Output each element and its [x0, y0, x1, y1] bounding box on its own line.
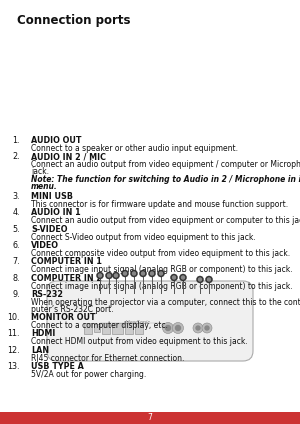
- Bar: [135, 323, 143, 334]
- Text: 8.: 8.: [13, 273, 20, 282]
- Circle shape: [208, 278, 211, 281]
- Circle shape: [97, 272, 104, 279]
- Text: Note: The function for switching to Audio in 2 / Microphone in is in OSD: Note: The function for switching to Audi…: [31, 176, 300, 184]
- Circle shape: [115, 274, 118, 277]
- Text: AUDIO OUT: AUDIO OUT: [31, 136, 82, 145]
- Text: This connector is for firmware update and mouse function support.: This connector is for firmware update an…: [31, 200, 288, 209]
- Text: RS-232: RS-232: [31, 290, 63, 299]
- Circle shape: [122, 270, 128, 277]
- Circle shape: [142, 272, 145, 275]
- Text: 7: 7: [148, 413, 152, 422]
- Text: puter’s RS-232C port.: puter’s RS-232C port.: [31, 304, 114, 314]
- Circle shape: [202, 323, 212, 333]
- Text: When operating the projector via a computer, connect this to the controlling com: When operating the projector via a compu…: [31, 298, 300, 307]
- Text: RJ45 connector for Ethernet connection.: RJ45 connector for Ethernet connection.: [31, 354, 184, 363]
- Text: jack.: jack.: [31, 167, 49, 176]
- Circle shape: [196, 276, 203, 283]
- Text: Connect to a speaker or other audio input equipment.: Connect to a speaker or other audio inpu…: [31, 144, 238, 153]
- Text: 12.: 12.: [8, 346, 20, 354]
- Text: USB TYPE A: USB TYPE A: [31, 362, 84, 371]
- Circle shape: [124, 272, 127, 275]
- Bar: [125, 323, 133, 334]
- Text: Connect HDMI output from video equipment to this jack.: Connect HDMI output from video equipment…: [31, 337, 248, 346]
- Circle shape: [98, 274, 101, 277]
- Text: 1.: 1.: [13, 136, 20, 145]
- Text: Connect composite video output from video equipment to this jack.: Connect composite video output from vide…: [31, 249, 290, 258]
- Bar: [102, 323, 110, 334]
- Text: Connect image input signal (analog RGB or component) to this jack.: Connect image input signal (analog RGB o…: [31, 282, 292, 290]
- Text: Connect to a computer display, etc.: Connect to a computer display, etc.: [31, 321, 168, 330]
- Text: 4.: 4.: [13, 208, 20, 218]
- Text: S-VIDEO: S-VIDEO: [31, 225, 68, 234]
- Circle shape: [172, 276, 176, 279]
- Circle shape: [193, 323, 203, 333]
- Text: 3.: 3.: [13, 192, 20, 201]
- Circle shape: [107, 274, 110, 277]
- Circle shape: [179, 274, 187, 281]
- Text: 9.: 9.: [12, 290, 20, 299]
- Text: Connect S-Video output from video equipment to this jack.: Connect S-Video output from video equipm…: [31, 233, 256, 242]
- Text: LAN: LAN: [31, 346, 49, 354]
- Circle shape: [158, 270, 164, 277]
- Circle shape: [206, 276, 212, 283]
- Circle shape: [163, 323, 173, 334]
- Text: 7.: 7.: [12, 257, 20, 266]
- Text: Connection ports: Connection ports: [17, 14, 130, 27]
- Text: Connect an audio output from video equipment or computer to this jack.: Connect an audio output from video equip…: [31, 216, 300, 225]
- Bar: [0, 412, 300, 424]
- Circle shape: [133, 272, 136, 275]
- Circle shape: [106, 272, 112, 279]
- Circle shape: [199, 278, 202, 281]
- Text: 6.: 6.: [13, 241, 20, 250]
- Text: menu.: menu.: [31, 182, 58, 191]
- Text: 2.: 2.: [12, 152, 20, 161]
- Circle shape: [112, 272, 119, 279]
- Text: VIDEO: VIDEO: [31, 241, 59, 250]
- Circle shape: [166, 326, 170, 330]
- Text: 10.: 10.: [8, 313, 20, 322]
- Bar: [84, 323, 92, 334]
- Text: Connect an audio output from video equipment / computer or Microphone to this: Connect an audio output from video equip…: [31, 160, 300, 169]
- Circle shape: [205, 326, 209, 330]
- Circle shape: [148, 270, 155, 277]
- Circle shape: [160, 272, 163, 275]
- Circle shape: [130, 270, 137, 277]
- Text: COMPUTER IN 1: COMPUTER IN 1: [31, 257, 102, 266]
- Circle shape: [182, 276, 184, 279]
- Circle shape: [176, 326, 181, 330]
- FancyBboxPatch shape: [47, 281, 253, 361]
- Bar: [112, 323, 123, 334]
- Text: 11.: 11.: [8, 329, 20, 338]
- Text: Connect image input signal (analog RGB or component) to this jack.: Connect image input signal (analog RGB o…: [31, 265, 292, 274]
- Text: 5.: 5.: [12, 225, 20, 234]
- Circle shape: [172, 323, 184, 334]
- Text: ViewSonic: ViewSonic: [125, 321, 151, 326]
- Bar: [94, 324, 100, 332]
- Circle shape: [170, 274, 178, 281]
- Text: MINI USB: MINI USB: [31, 192, 73, 201]
- Text: HDMI: HDMI: [31, 329, 56, 338]
- Text: AUDIO IN 2 / MIC: AUDIO IN 2 / MIC: [31, 152, 106, 161]
- Text: 5V/2A out for power charging.: 5V/2A out for power charging.: [31, 370, 146, 379]
- Text: 13.: 13.: [8, 362, 20, 371]
- Circle shape: [151, 272, 154, 275]
- Circle shape: [196, 326, 200, 330]
- Text: COMPUTER IN 2: COMPUTER IN 2: [31, 273, 102, 282]
- Text: MONITOR OUT: MONITOR OUT: [31, 313, 96, 322]
- Text: AUDIO IN 1: AUDIO IN 1: [31, 208, 81, 218]
- Circle shape: [140, 270, 146, 277]
